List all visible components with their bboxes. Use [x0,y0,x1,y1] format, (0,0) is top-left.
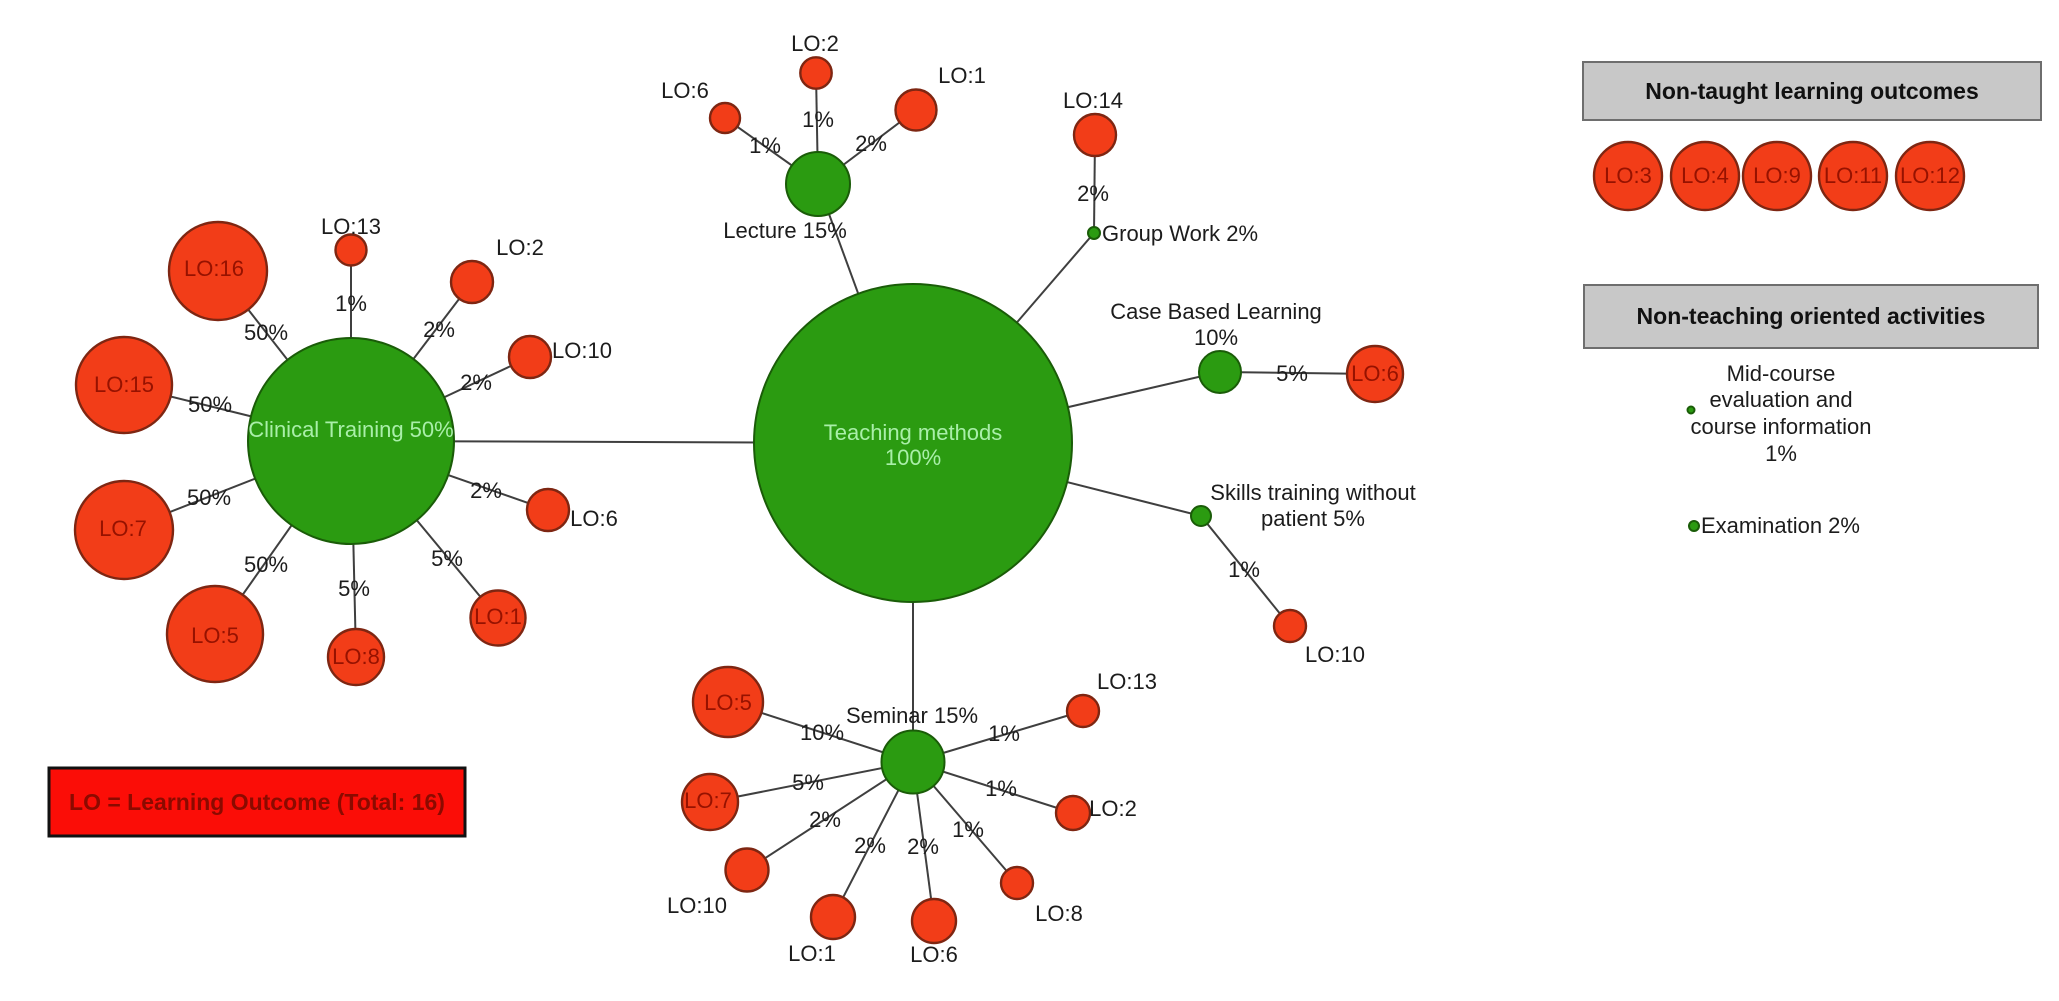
svg-text:LO:14: LO:14 [1063,88,1123,113]
svg-text:LO:6: LO:6 [1351,361,1399,386]
svg-text:Examination 2%: Examination 2% [1701,513,1860,538]
svg-text:100%: 100% [885,445,941,470]
svg-text:LO:11: LO:11 [1824,163,1882,188]
svg-text:10%: 10% [800,720,844,745]
svg-text:LO:8: LO:8 [1035,901,1083,926]
svg-text:5%: 5% [338,576,370,601]
svg-text:evaluation and: evaluation and [1709,387,1852,412]
svg-text:LO:6: LO:6 [661,78,709,103]
svg-text:1%: 1% [952,817,984,842]
svg-text:1%: 1% [1228,557,1260,582]
svg-text:5%: 5% [792,770,824,795]
svg-text:LO:5: LO:5 [704,690,752,715]
svg-text:LO:3: LO:3 [1604,163,1652,188]
svg-text:LO:6: LO:6 [910,942,958,967]
svg-text:Skills training without: Skills training without [1210,480,1415,505]
svg-text:1%: 1% [1765,441,1797,466]
svg-text:1%: 1% [802,107,834,132]
svg-text:patient 5%: patient 5% [1261,506,1365,531]
svg-text:1%: 1% [335,291,367,316]
svg-text:LO:7: LO:7 [99,516,147,541]
svg-text:Lecture 15%: Lecture 15% [723,218,847,243]
svg-text:Non-teaching oriented activiti: Non-teaching oriented activities [1637,303,1986,329]
svg-text:LO:1: LO:1 [788,941,836,966]
svg-text:2%: 2% [907,834,939,859]
svg-text:LO:15: LO:15 [94,372,154,397]
svg-text:LO:1: LO:1 [938,63,986,88]
svg-text:LO:4: LO:4 [1681,163,1729,188]
svg-text:2%: 2% [423,317,455,342]
svg-text:2%: 2% [460,370,492,395]
svg-text:1%: 1% [985,776,1017,801]
svg-text:LO:10: LO:10 [1305,642,1365,667]
svg-text:LO:13: LO:13 [1097,669,1157,694]
svg-text:Group Work 2%: Group Work 2% [1102,221,1258,246]
svg-text:LO:10: LO:10 [552,338,612,363]
svg-text:5%: 5% [431,546,463,571]
svg-text:LO = Learning Outcome (Total:: LO = Learning Outcome (Total: 16) [69,789,445,815]
svg-text:course information: course information [1691,414,1872,439]
svg-text:50%: 50% [187,485,231,510]
svg-text:Case Based Learning: Case Based Learning [1110,299,1322,324]
svg-text:10%: 10% [1194,325,1238,350]
svg-text:LO:2: LO:2 [1089,796,1137,821]
svg-text:2%: 2% [854,833,886,858]
svg-text:5%: 5% [1276,361,1308,386]
svg-text:LO:2: LO:2 [791,31,839,56]
svg-text:50%: 50% [188,392,232,417]
svg-text:Non-taught learning outcomes: Non-taught learning outcomes [1645,78,1979,104]
svg-text:LO:10: LO:10 [667,893,727,918]
svg-text:LO:5: LO:5 [191,623,239,648]
svg-text:LO:1: LO:1 [474,604,522,629]
svg-text:LO:7: LO:7 [684,788,732,813]
svg-text:50%: 50% [244,320,288,345]
svg-text:1%: 1% [988,721,1020,746]
svg-text:Seminar 15%: Seminar 15% [846,703,978,728]
svg-text:2%: 2% [470,478,502,503]
svg-text:Mid-course: Mid-course [1727,361,1836,386]
svg-text:50%: 50% [244,552,288,577]
svg-text:2%: 2% [855,131,887,156]
svg-text:2%: 2% [809,807,841,832]
svg-text:1%: 1% [749,133,781,158]
svg-text:LO:16: LO:16 [184,256,244,281]
svg-text:Clinical Training 50%: Clinical Training 50% [248,417,453,442]
svg-text:LO:8: LO:8 [332,644,380,669]
svg-text:LO:13: LO:13 [321,214,381,239]
svg-text:Teaching methods: Teaching methods [824,420,1003,445]
svg-text:LO:6: LO:6 [570,506,618,531]
svg-text:LO:12: LO:12 [1900,163,1960,188]
svg-text:2%: 2% [1077,181,1109,206]
svg-text:LO:2: LO:2 [496,235,544,260]
svg-text:LO:9: LO:9 [1753,163,1801,188]
